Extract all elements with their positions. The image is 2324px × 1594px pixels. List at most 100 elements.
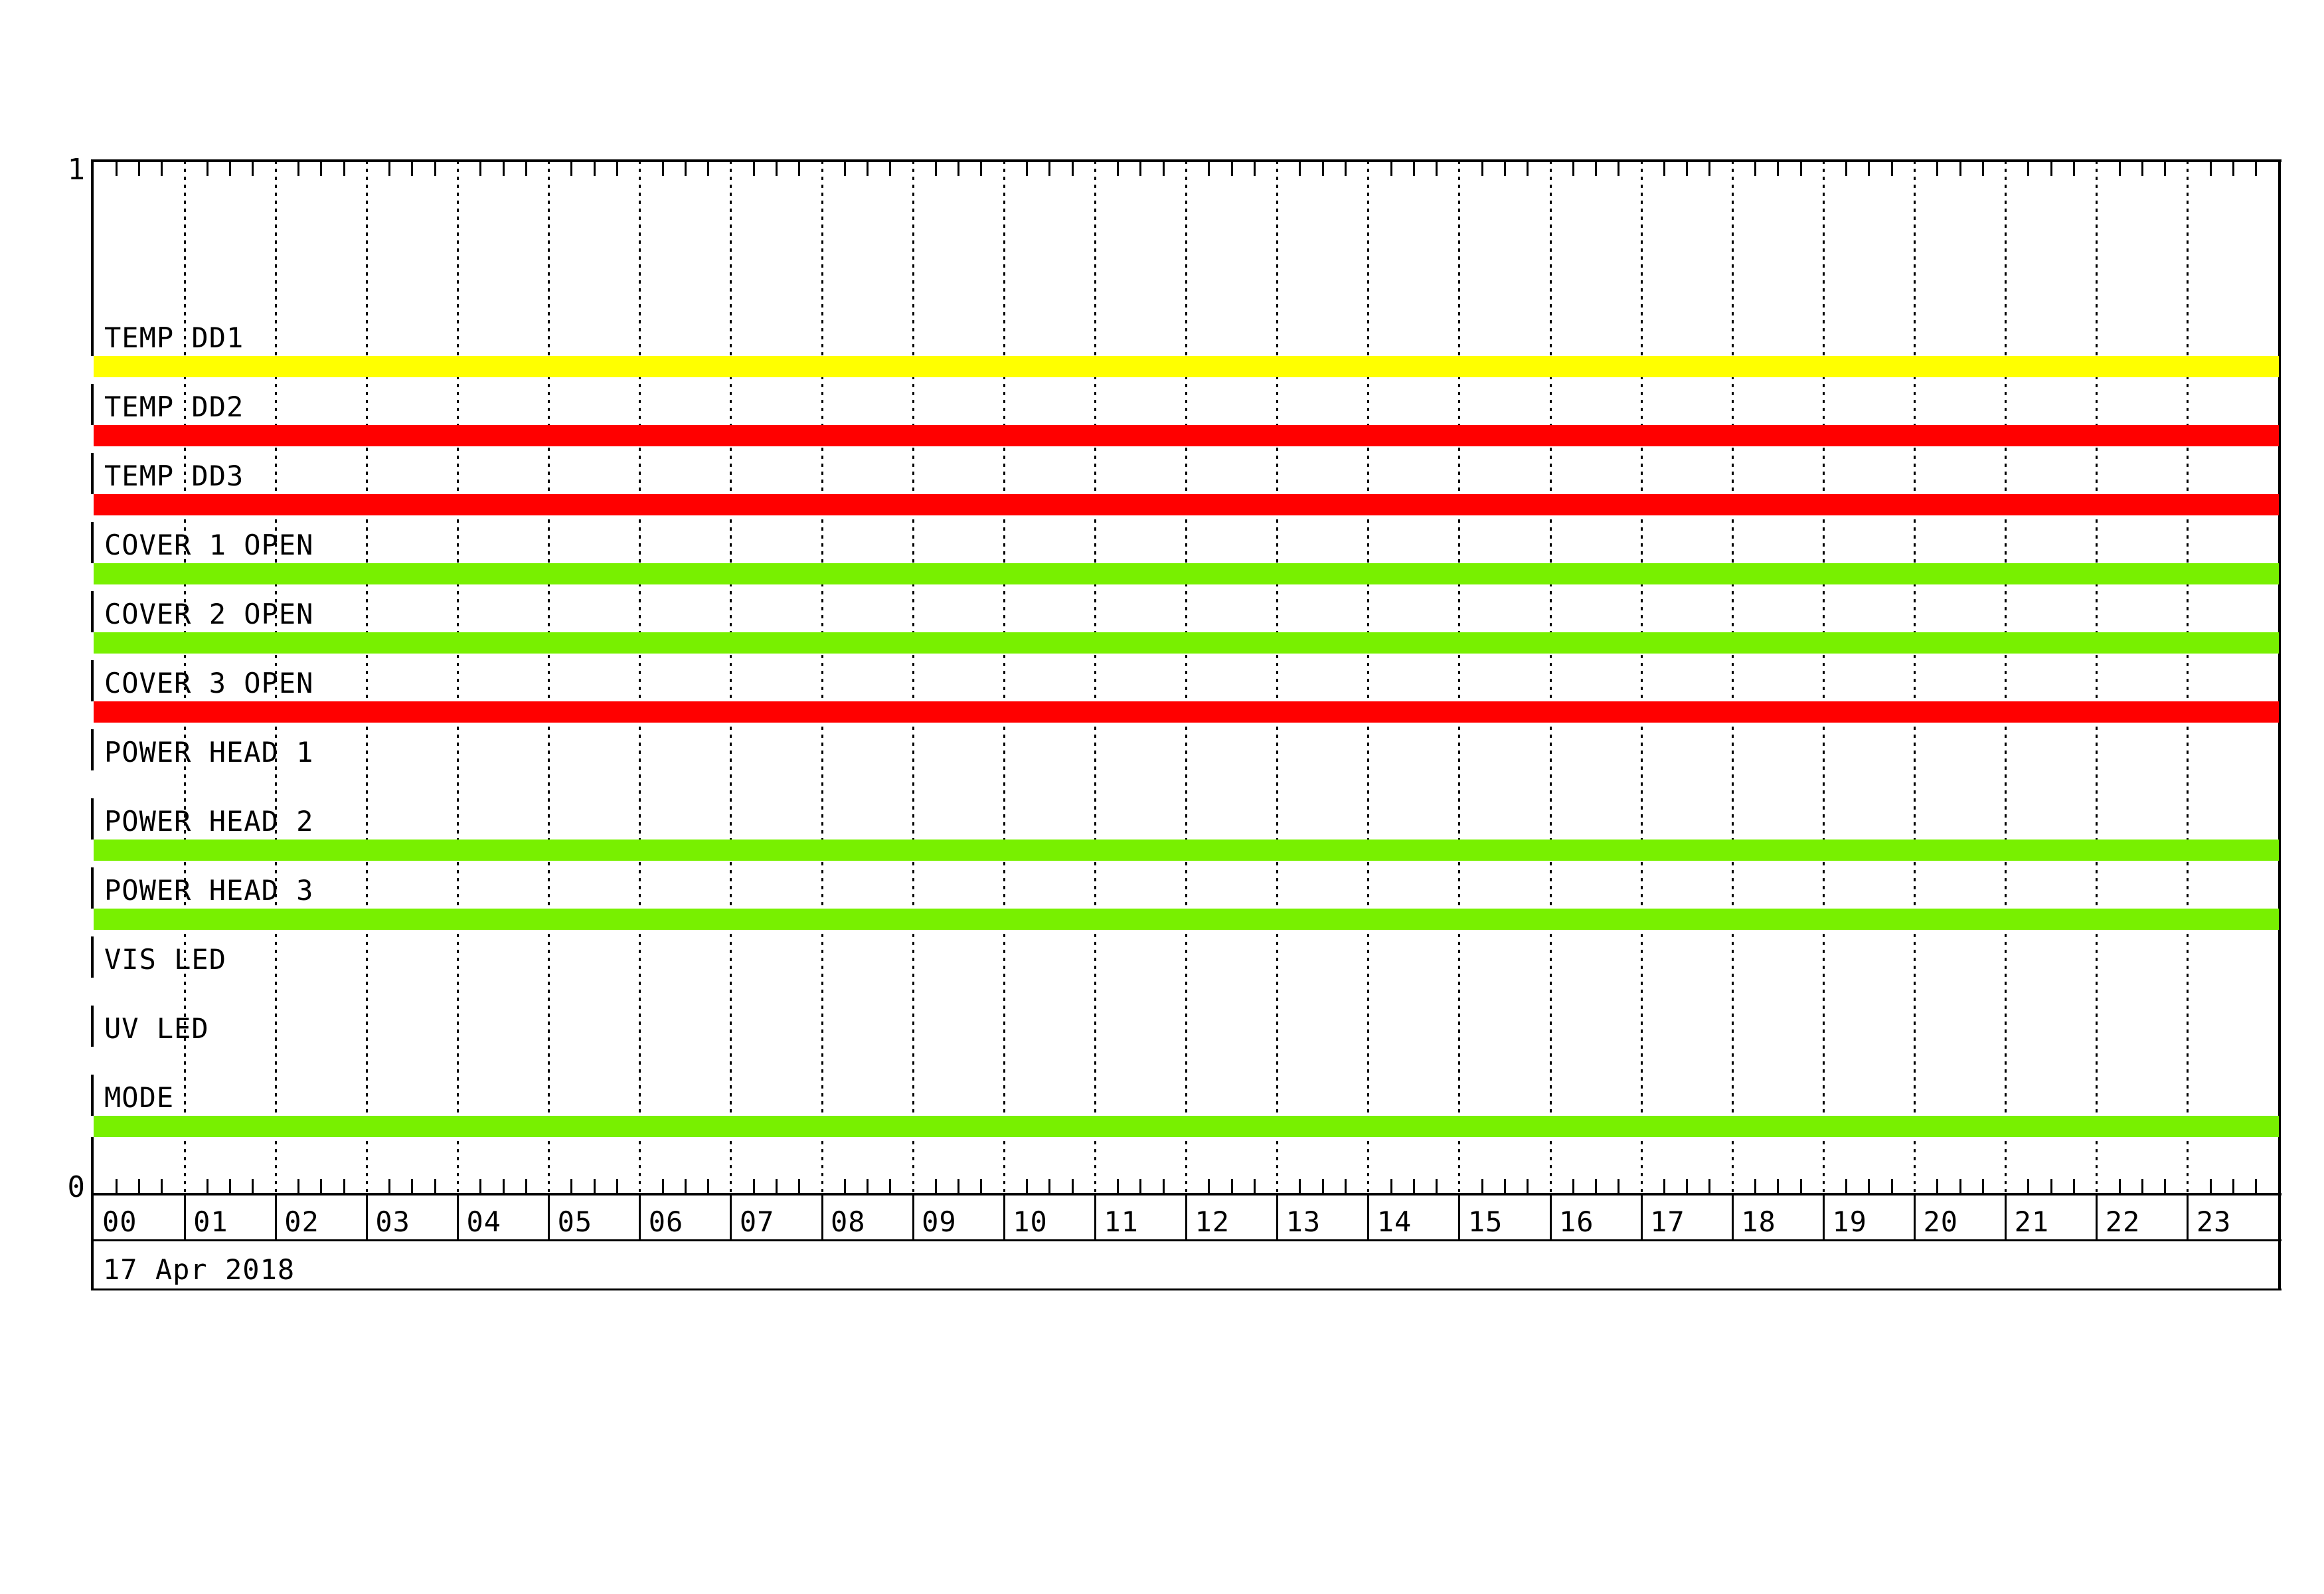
minor-tick-bottom xyxy=(1754,1179,1757,1193)
minor-tick-top xyxy=(2209,162,2212,176)
minor-tick-bottom xyxy=(798,1179,801,1193)
minor-tick-top xyxy=(2118,162,2121,176)
hour-grid-line xyxy=(1276,161,1279,1194)
minor-tick-bottom xyxy=(1686,1179,1689,1193)
minor-tick-bottom xyxy=(661,1179,664,1193)
minor-tick-top xyxy=(161,162,163,176)
minor-tick-top xyxy=(889,162,892,176)
minor-tick-top xyxy=(388,162,391,176)
minor-tick-bottom xyxy=(1412,1179,1415,1193)
hour-cell-separator xyxy=(912,1194,914,1241)
status-bar xyxy=(94,356,2279,377)
minor-tick-top xyxy=(1162,162,1165,176)
status-bar xyxy=(94,1116,2279,1137)
row-axis-segment xyxy=(91,1075,94,1116)
hour-grid-line xyxy=(274,161,277,1194)
minor-tick-top xyxy=(2050,162,2052,176)
hour-cell-separator xyxy=(821,1194,823,1241)
hour-grid-line xyxy=(183,161,186,1194)
hour-label: 07 xyxy=(739,1205,775,1238)
hour-cell-separator xyxy=(1458,1194,1461,1241)
minor-tick-bottom xyxy=(684,1179,687,1193)
minor-tick-bottom xyxy=(2164,1179,2167,1193)
hour-label: 03 xyxy=(375,1205,410,1238)
minor-tick-bottom xyxy=(138,1179,141,1193)
minor-tick-top xyxy=(502,162,505,176)
status-bar xyxy=(94,563,2279,584)
hour-label: 01 xyxy=(193,1205,228,1238)
hour-grid-line xyxy=(1640,161,1643,1194)
row-label: POWER HEAD 3 xyxy=(104,874,314,907)
minor-tick-bottom xyxy=(411,1179,414,1193)
row-label: TEMP DD2 xyxy=(104,391,244,423)
minor-tick-bottom xyxy=(297,1179,300,1193)
hour-grid-line xyxy=(821,161,823,1194)
minor-tick-top xyxy=(1890,162,1893,176)
minor-tick-top xyxy=(1777,162,1780,176)
hour-label: 17 xyxy=(1650,1205,1685,1238)
minor-tick-top xyxy=(479,162,482,176)
hour-cell-separator xyxy=(1276,1194,1279,1241)
minor-tick-top xyxy=(138,162,141,176)
date-row-bottom-border xyxy=(91,1288,2282,1290)
row-label: VIS LED xyxy=(104,943,227,976)
row-axis-segment xyxy=(91,591,94,632)
minor-tick-bottom xyxy=(775,1179,778,1193)
hour-cell-separator xyxy=(365,1194,368,1241)
minor-tick-top xyxy=(1139,162,1142,176)
hour-grid-line xyxy=(1549,161,1552,1194)
minor-tick-bottom xyxy=(388,1179,391,1193)
minor-tick-bottom xyxy=(2141,1179,2143,1193)
row-axis-segment xyxy=(91,384,94,425)
minor-tick-top xyxy=(1663,162,1665,176)
row-axis-segment xyxy=(91,867,94,909)
hour-grid-line xyxy=(1731,161,1734,1194)
hour-cell-separator xyxy=(1003,1194,1005,1241)
hour-cell-separator xyxy=(548,1194,550,1241)
minor-tick-bottom xyxy=(1618,1179,1620,1193)
hour-cell-separator xyxy=(1822,1194,1825,1241)
minor-tick-top xyxy=(1071,162,1074,176)
hour-label: 06 xyxy=(648,1205,684,1238)
row-axis-segment xyxy=(91,522,94,563)
minor-tick-top xyxy=(2255,162,2258,176)
minor-tick-top xyxy=(1344,162,1347,176)
minor-tick-top xyxy=(1503,162,1506,176)
hour-cell-separator xyxy=(1185,1194,1187,1241)
minor-tick-bottom xyxy=(1253,1179,1256,1193)
minor-tick-bottom xyxy=(707,1179,710,1193)
hour-grid-line xyxy=(639,161,641,1194)
minor-tick-top xyxy=(1936,162,1939,176)
minor-tick-bottom xyxy=(1208,1179,1210,1193)
hour-label: 14 xyxy=(1376,1205,1412,1238)
minor-tick-top xyxy=(1595,162,1598,176)
minor-tick-bottom xyxy=(1117,1179,1120,1193)
status-bar xyxy=(94,425,2279,446)
hour-grid-line xyxy=(2187,161,2189,1194)
minor-tick-bottom xyxy=(1981,1179,1984,1193)
row-axis-segment xyxy=(91,798,94,840)
minor-tick-bottom xyxy=(1777,1179,1780,1193)
minor-tick-bottom xyxy=(570,1179,573,1193)
hour-label: 23 xyxy=(2196,1205,2232,1238)
minor-tick-bottom xyxy=(2072,1179,2075,1193)
minor-tick-bottom xyxy=(1503,1179,1506,1193)
row-axis-segment xyxy=(91,660,94,701)
hour-label: 21 xyxy=(2014,1205,2050,1238)
minor-tick-bottom xyxy=(1868,1179,1870,1193)
hour-grid-line xyxy=(730,161,732,1194)
minor-tick-top xyxy=(775,162,778,176)
hour-label: 05 xyxy=(557,1205,593,1238)
minor-tick-top xyxy=(1026,162,1029,176)
hour-label: 16 xyxy=(1559,1205,1594,1238)
minor-tick-top xyxy=(1708,162,1711,176)
hour-cell-separator xyxy=(183,1194,186,1241)
row-label: POWER HEAD 2 xyxy=(104,805,314,838)
minor-tick-top xyxy=(1799,162,1802,176)
minor-tick-bottom xyxy=(1139,1179,1142,1193)
minor-tick-bottom xyxy=(889,1179,892,1193)
minor-tick-bottom xyxy=(2118,1179,2121,1193)
status-bar xyxy=(94,840,2279,861)
hour-label: 09 xyxy=(922,1205,957,1238)
status-bar xyxy=(94,494,2279,515)
